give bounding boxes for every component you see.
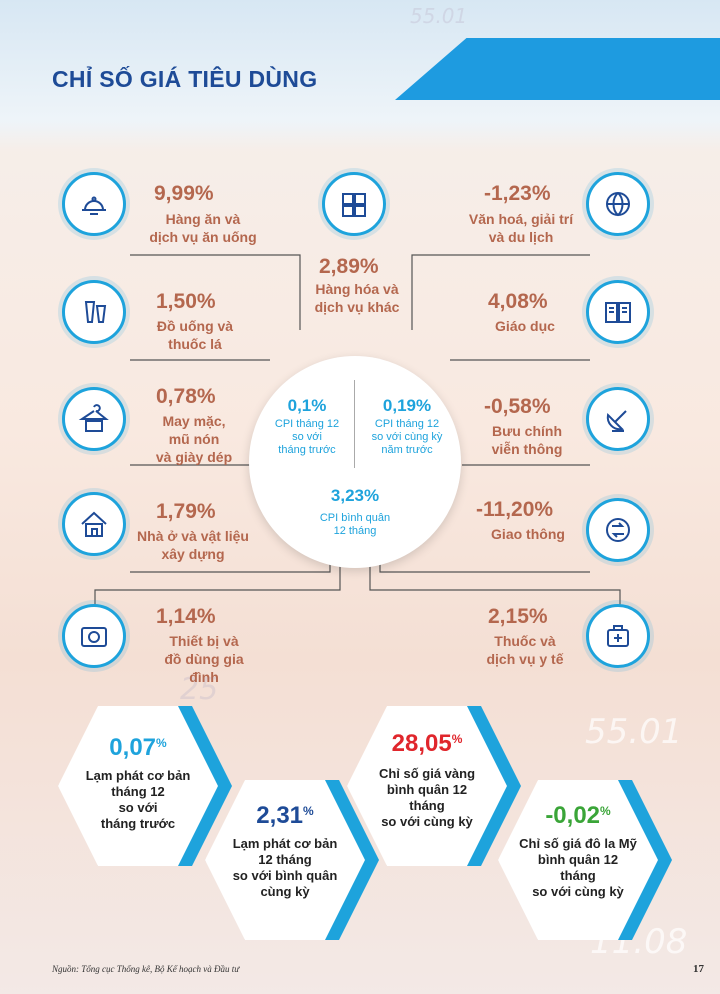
category-label: Nhà ở và vật liệu xây dựng	[137, 528, 249, 562]
hex-label: Chỉ số giá vàng bình quân 12 tháng so với c…	[378, 766, 476, 829]
divider	[354, 380, 355, 468]
category-label: May mặc, mũ nón và giày dép	[155, 413, 233, 465]
page-title: CHỈ SỐ GIÁ TIÊU DÙNG	[52, 66, 318, 92]
food-tray-icon	[62, 172, 126, 236]
category-value: 1,79%	[156, 500, 216, 523]
appliance-icon	[62, 604, 126, 668]
category-label: Giao thông	[491, 526, 565, 542]
hex-gold-price: 28,05% Chỉ số giá vàng bình quân 12 tháng s…	[347, 706, 507, 866]
category-label: Thiết bị và đồ dùng gia đình	[164, 633, 244, 685]
category-label: Giáo dục	[495, 318, 555, 334]
category-value: 2,89%	[319, 255, 379, 278]
category-label: Hàng ăn và dịch vụ ăn uống	[149, 211, 257, 245]
category-label: Bưu chính viễn thông	[491, 423, 563, 457]
hex-label: Lạm phát cơ bản tháng 12 so với tháng trước	[85, 768, 191, 831]
goods-icon	[322, 172, 386, 236]
satellite-icon	[586, 387, 650, 451]
drinks-icon	[62, 280, 126, 344]
decor-number: 55.01	[410, 4, 468, 28]
category-label: Thuốc và dịch vụ y tế	[486, 633, 564, 667]
hex-value: 28,05%	[391, 730, 463, 757]
hex-value: 2,31%	[256, 802, 314, 829]
category-value: -11,20%	[476, 498, 554, 521]
hex-label: Lạm phát cơ bản 12 tháng so với bình quân c…	[232, 836, 338, 899]
category-value: 1,14%	[156, 605, 216, 628]
hex-label: Chỉ số giá đô la Mỹ bình quân 12 tháng so v…	[519, 836, 637, 899]
book-icon	[586, 280, 650, 344]
category-label: Đồ uống và thuốc lá	[156, 318, 234, 352]
globe-icon	[586, 172, 650, 236]
cpi-month-label: CPI tháng 12 so với tháng trước	[274, 418, 340, 456]
category-value: 2,15%	[488, 605, 548, 628]
hex-core-inflation-month: 0,07% Lạm phát cơ bản tháng 12 so với tháng…	[58, 706, 218, 866]
source-note: Nguồn: Tổng cục Thống kê, Bộ Kế hoạch và…	[52, 964, 240, 974]
category-label: Văn hoá, giải trí và du lịch	[468, 211, 574, 245]
hex-core-inflation-year: 2,31% Lạm phát cơ bản 12 tháng so với bình…	[205, 780, 365, 940]
category-value: 1,50%	[156, 290, 216, 313]
cpi-yoy-value: 0,19%	[382, 396, 432, 415]
cpi-yoy-label: CPI tháng 12 so với cùng kỳ năm trước	[371, 418, 443, 456]
medical-icon	[586, 604, 650, 668]
hex-value: -0,02%	[545, 802, 611, 829]
cpi-avg-value: 3,23%	[330, 486, 380, 505]
page-number: 17	[693, 963, 704, 975]
category-value: 0,78%	[156, 385, 216, 408]
category-value: 9,99%	[154, 182, 214, 205]
decor-number: 25	[180, 672, 219, 707]
category-value: -1,23%	[484, 182, 551, 205]
cpi-summary-circle: 0,1% CPI tháng 12 so với tháng trước 0,19%…	[249, 356, 461, 568]
decor-number: 55.01	[585, 712, 683, 752]
cpi-avg-label: CPI bình quân 12 tháng	[319, 512, 391, 537]
cpi-month-value: 0,1%	[287, 396, 327, 415]
house-icon	[62, 492, 126, 556]
traffic-icon	[586, 498, 650, 562]
category-value: -0,58%	[484, 395, 551, 418]
category-label: Hàng hóa và dịch vụ khác	[314, 281, 400, 315]
clothing-icon	[62, 387, 126, 451]
category-value: 4,08%	[488, 290, 548, 313]
hex-value: 0,07%	[109, 734, 167, 761]
